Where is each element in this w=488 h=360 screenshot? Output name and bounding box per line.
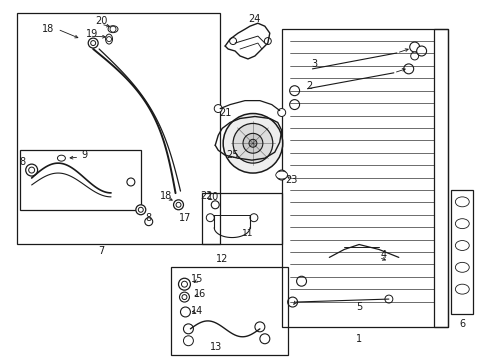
Ellipse shape [57, 155, 65, 161]
Circle shape [138, 207, 143, 212]
Circle shape [264, 37, 271, 45]
Text: 18: 18 [42, 24, 55, 34]
Text: 12: 12 [216, 255, 228, 264]
Circle shape [88, 38, 98, 48]
Text: 5: 5 [355, 302, 362, 312]
Ellipse shape [454, 197, 468, 207]
Circle shape [90, 41, 96, 46]
Bar [17, 13, 220, 243]
Circle shape [254, 322, 264, 332]
Circle shape [106, 37, 111, 41]
Circle shape [136, 205, 145, 215]
Circle shape [26, 164, 38, 176]
Bar [202, 193, 281, 244]
Circle shape [289, 100, 299, 109]
Ellipse shape [454, 284, 468, 294]
Text: 10: 10 [207, 192, 219, 202]
Text: 2: 2 [306, 81, 312, 91]
Circle shape [29, 167, 35, 173]
Circle shape [176, 202, 181, 207]
Circle shape [233, 123, 272, 163]
Text: 22: 22 [200, 191, 212, 201]
Circle shape [243, 133, 263, 153]
Circle shape [409, 42, 419, 52]
Text: 7: 7 [98, 247, 104, 256]
Text: 25: 25 [225, 150, 238, 160]
Bar [450, 190, 472, 314]
Circle shape [223, 113, 282, 173]
Circle shape [289, 86, 299, 96]
Text: 17: 17 [179, 213, 191, 223]
Circle shape [287, 297, 297, 307]
Text: 1: 1 [355, 334, 362, 344]
Circle shape [229, 37, 236, 45]
Circle shape [296, 276, 306, 286]
Text: 14: 14 [191, 306, 203, 316]
Circle shape [144, 218, 152, 226]
Circle shape [173, 200, 183, 210]
Circle shape [182, 294, 186, 300]
Circle shape [403, 64, 413, 74]
Text: 4: 4 [380, 251, 386, 260]
Circle shape [410, 52, 418, 60]
Circle shape [181, 281, 187, 287]
Circle shape [183, 336, 193, 346]
Bar [281, 29, 447, 327]
Text: 9: 9 [81, 150, 87, 160]
Ellipse shape [275, 171, 287, 179]
Circle shape [206, 214, 214, 222]
Ellipse shape [454, 240, 468, 251]
Ellipse shape [454, 219, 468, 229]
Circle shape [249, 214, 257, 222]
Circle shape [277, 109, 285, 117]
Circle shape [179, 292, 189, 302]
Text: 20: 20 [95, 16, 107, 26]
Ellipse shape [108, 26, 118, 33]
Text: 8: 8 [20, 157, 26, 167]
Circle shape [183, 324, 193, 334]
Text: 15: 15 [191, 274, 203, 284]
Text: 6: 6 [458, 319, 465, 329]
Text: 21: 21 [219, 108, 231, 117]
Circle shape [110, 26, 116, 32]
Circle shape [214, 105, 222, 113]
Circle shape [211, 201, 219, 209]
Circle shape [259, 334, 269, 344]
Text: 11: 11 [242, 229, 253, 238]
Text: 24: 24 [248, 14, 261, 24]
Circle shape [178, 278, 190, 290]
Circle shape [416, 46, 426, 56]
Ellipse shape [454, 262, 468, 272]
Circle shape [180, 307, 190, 317]
Text: 19: 19 [86, 29, 98, 39]
Bar [20, 150, 141, 210]
Bar [433, 29, 447, 327]
Circle shape [384, 295, 392, 303]
Text: 8: 8 [145, 213, 151, 223]
Ellipse shape [105, 34, 112, 44]
Circle shape [276, 170, 286, 180]
Bar [170, 267, 287, 355]
Circle shape [127, 178, 135, 186]
Text: 16: 16 [194, 289, 206, 299]
Text: 23: 23 [285, 175, 297, 185]
Text: 3: 3 [311, 59, 317, 69]
Circle shape [248, 139, 256, 147]
Text: 13: 13 [210, 342, 222, 352]
Text: 18: 18 [159, 191, 171, 201]
